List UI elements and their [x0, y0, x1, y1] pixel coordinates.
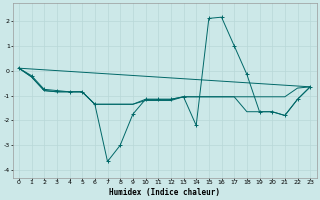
X-axis label: Humidex (Indice chaleur): Humidex (Indice chaleur) — [109, 188, 220, 197]
